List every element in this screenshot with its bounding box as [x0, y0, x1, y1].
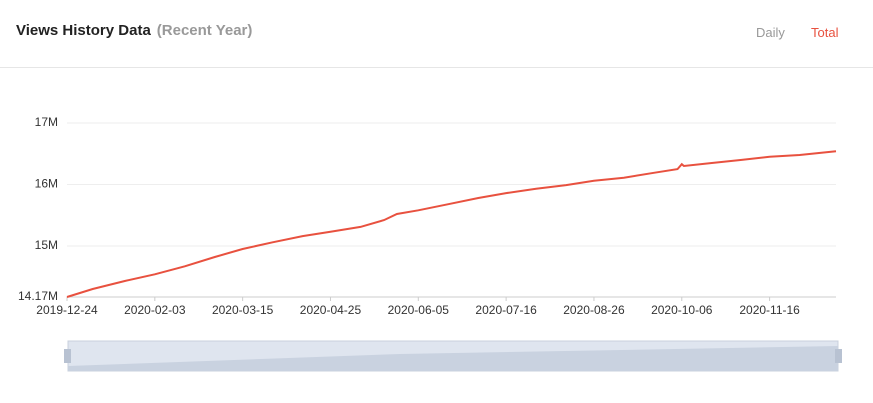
slider-handle[interactable]: [835, 349, 842, 363]
x-tick-label: 2020-03-15: [212, 303, 274, 317]
tab-daily[interactable]: Daily: [756, 25, 785, 40]
y-tick-label: 16M: [35, 177, 58, 191]
header: Views History Data (Recent Year) Daily To…: [0, 0, 873, 68]
line: [66, 150, 837, 298]
x-tick-label: 2019-12-24: [36, 303, 98, 317]
x-tick-label: 2020-07-16: [475, 303, 537, 317]
x-tick-label: 2020-10-06: [651, 303, 713, 317]
x-tick-label: 2020-02-03: [124, 303, 186, 317]
zoom-slider[interactable]: [64, 340, 842, 372]
y-tick-label: 14.17M: [18, 289, 58, 303]
x-tick-label: 2020-06-05: [388, 303, 450, 317]
title-text: Views History Data: [16, 22, 151, 39]
subtitle: (Recent Year): [156, 22, 253, 39]
x-tick-label: 2020-08-26: [563, 303, 625, 317]
tab-total[interactable]: Total: [811, 25, 839, 40]
x-tick-label: 2020-11-16: [739, 303, 800, 317]
slider-preview: [68, 346, 838, 371]
y-tick-label: 17M: [35, 115, 58, 129]
slider-handle[interactable]: [64, 349, 71, 363]
y-tick-label: 15M: [35, 238, 58, 252]
title: Views History Data (Recent Year): [16, 22, 252, 39]
x-tick-label: 2020-04-25: [300, 303, 362, 317]
